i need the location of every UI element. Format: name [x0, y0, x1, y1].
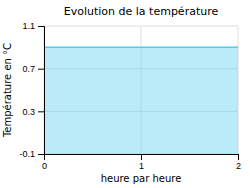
y-tick: 1.1 — [22, 21, 44, 31]
x-tick: 2 — [236, 154, 241, 171]
plot: 0 1 2 -0.1 0.3 0.7 1.1 — [19, 21, 241, 171]
x-axis-line — [45, 155, 239, 161]
x-axis-title: heure par heure — [101, 173, 182, 184]
grid — [44, 26, 238, 154]
y-tick: 0.3 — [22, 107, 44, 117]
x-axis: 0 1 2 — [42, 154, 241, 171]
x-tick: 1 — [139, 154, 144, 171]
y-tick-mark — [38, 26, 44, 27]
line — [44, 47, 238, 49]
y-axis: -0.1 0.3 0.7 1.1 — [19, 21, 44, 159]
x-tick-mark — [238, 154, 239, 160]
y-tick-label: 1.1 — [22, 21, 35, 31]
y-axis-line — [38, 27, 45, 155]
x-tick: 0 — [42, 154, 47, 171]
x-tick-mark — [141, 154, 142, 160]
y-tick-label: -0.1 — [19, 149, 35, 159]
y-tick-mark — [38, 111, 44, 112]
y-tick: -0.1 — [19, 149, 44, 159]
marks — [44, 47, 238, 154]
y-tick: 0.7 — [22, 64, 44, 74]
y-tick-label: 0.7 — [22, 64, 35, 74]
chart: 0 1 2 -0.1 0.3 0.7 1.1 Evolution de la températ… — [0, 0, 250, 188]
area — [44, 47, 238, 154]
y-tick-mark — [38, 154, 44, 155]
y-tick-label: 0.3 — [22, 107, 35, 117]
x-tick-label: 0 — [42, 161, 47, 171]
y-tick-mark — [38, 69, 44, 70]
x-tick-label: 1 — [139, 161, 144, 171]
y-axis-title: Température en °C — [2, 43, 13, 138]
title: Evolution de la température — [64, 5, 219, 18]
x-tick-label: 2 — [236, 161, 241, 171]
